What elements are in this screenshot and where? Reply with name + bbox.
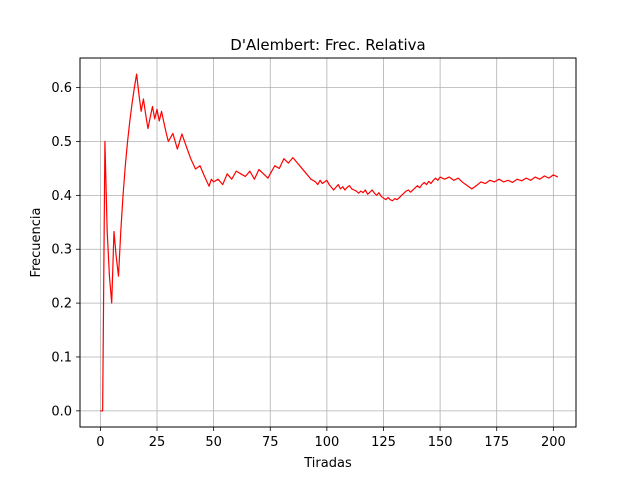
y-tick-label: 0.1	[51, 350, 72, 365]
y-tick-label: 0.6	[51, 81, 72, 96]
axis-ticks: 0 25 50 75 100 125 150 175 200 0.0 0.1 0.2 0.3 0.4 0.5…	[51, 81, 565, 450]
plot-area	[100, 73, 559, 412]
x-tick-label: 75	[262, 435, 279, 450]
y-axis-label: Frecuencia	[29, 208, 44, 278]
x-tick-label: 25	[149, 435, 166, 450]
x-tick-label: 50	[205, 435, 222, 450]
x-tick-label: 0	[96, 435, 104, 450]
y-tick-label: 0.2	[51, 297, 72, 312]
axes-frame	[79, 57, 577, 428]
series-line	[100, 73, 559, 412]
x-tick-label: 150	[428, 435, 453, 450]
x-tick-label: 175	[484, 435, 509, 450]
grid-lines	[80, 58, 576, 427]
x-tick-label: 125	[371, 435, 396, 450]
y-tick-label: 0.3	[51, 243, 72, 258]
chart-title: D'Alembert: Frec. Relativa	[230, 36, 425, 54]
x-axis-label: Tiradas	[303, 456, 352, 471]
y-tick-label: 0.0	[51, 404, 72, 419]
y-tick-label: 0.4	[51, 189, 72, 204]
x-tick-label: 100	[314, 435, 339, 450]
y-tick-label: 0.5	[51, 135, 72, 150]
x-tick-label: 200	[541, 435, 566, 450]
